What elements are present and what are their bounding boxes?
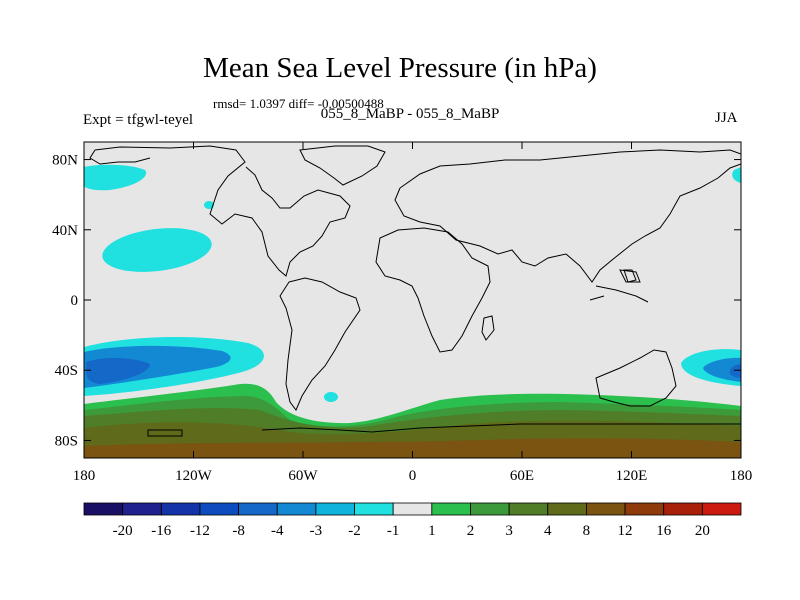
colorbar-swatch [122,502,162,516]
positive-band-darkbrown [84,438,741,458]
colorbar-swatch [586,502,626,516]
anomaly-arctic-east [732,167,741,183]
y-tick-label: 0 [71,293,79,309]
colorbar-label: -20 [113,523,133,539]
experiment-label: Expt = tfgwl-teyel [83,112,194,128]
colorbar-swatch [392,502,433,516]
colorbar-swatch [354,502,394,516]
colorbar-label: 12 [618,523,633,539]
colorbar-label: -3 [310,523,323,539]
colorbar-label: 16 [656,523,672,539]
coastline-antarctica [147,423,741,437]
x-tick-label: 120W [175,468,213,484]
colorbar-label: -8 [232,523,245,539]
colorbar-swatch [470,502,510,516]
anomaly-north-pacific [102,228,212,272]
colorbar-swatch [276,502,317,516]
season-label: JJA [715,110,738,126]
colorbar-swatch [663,502,703,516]
colorbar-swatch [701,502,742,516]
colorbar-label: -12 [190,523,210,539]
coastline-greenland [299,145,386,186]
x-tick-label: 180 [73,468,96,484]
coastline-indonesia [589,269,649,303]
colorbar-label: 1 [428,523,436,539]
coastline-eurasia [394,149,741,283]
y-tick-label: 80S [55,433,78,449]
x-tick-label: 60W [288,468,318,484]
coastline-north-america [89,145,351,277]
anomaly-small-patch [204,201,214,209]
coastline-japan [623,269,637,283]
colorbar-swatch [431,502,471,516]
colorbar-label: 4 [544,523,552,539]
coastline-africa [375,227,491,353]
colorbar-swatch [315,502,355,516]
x-tick-label: 180 [730,468,753,484]
coastline-madagascar [481,315,495,341]
x-tick-label: 60E [510,468,534,484]
y-tick-label: 80N [52,153,78,169]
x-tick-label: 120E [616,468,648,484]
colorbar-label: -4 [271,523,284,539]
x-tick-label: 0 [409,468,417,484]
anomaly-southeast-mid [703,357,741,382]
colorbar-swatch [238,502,278,516]
anomaly-south-pacific-core [86,358,150,384]
chart-subtitle: 055_8_MaBP - 055_8_MaBP [320,106,500,122]
colorbar-label: -2 [348,523,361,539]
coastline-australia [595,349,677,407]
colorbar-label: -1 [387,523,400,539]
colorbar-label: 3 [505,523,513,539]
stats-text: rmsd= 1.0397 diff= -0.00500488 [213,96,384,111]
colorbar-label: -16 [151,523,171,539]
colorbar-label: 8 [583,523,591,539]
colorbar-swatch [83,502,124,516]
anomaly-south-atlantic-patch [324,392,338,402]
coastline-south-america [279,277,361,411]
chart-title: Mean Sea Level Pressure (in hPa) [203,52,597,84]
y-tick-label: 40S [55,363,78,379]
colorbar-label: 2 [467,523,475,539]
colorbar-label: 20 [695,523,710,539]
anomaly-southeast-core [729,364,741,378]
colorbar-swatch [508,502,549,516]
anomaly-arctic-pacific [84,164,147,191]
colorbar-swatch [624,502,665,516]
colorbar-swatch [547,502,587,516]
y-tick-label: 40N [52,223,78,239]
colorbar-swatch [199,502,239,516]
colorbar-swatch [160,502,201,516]
